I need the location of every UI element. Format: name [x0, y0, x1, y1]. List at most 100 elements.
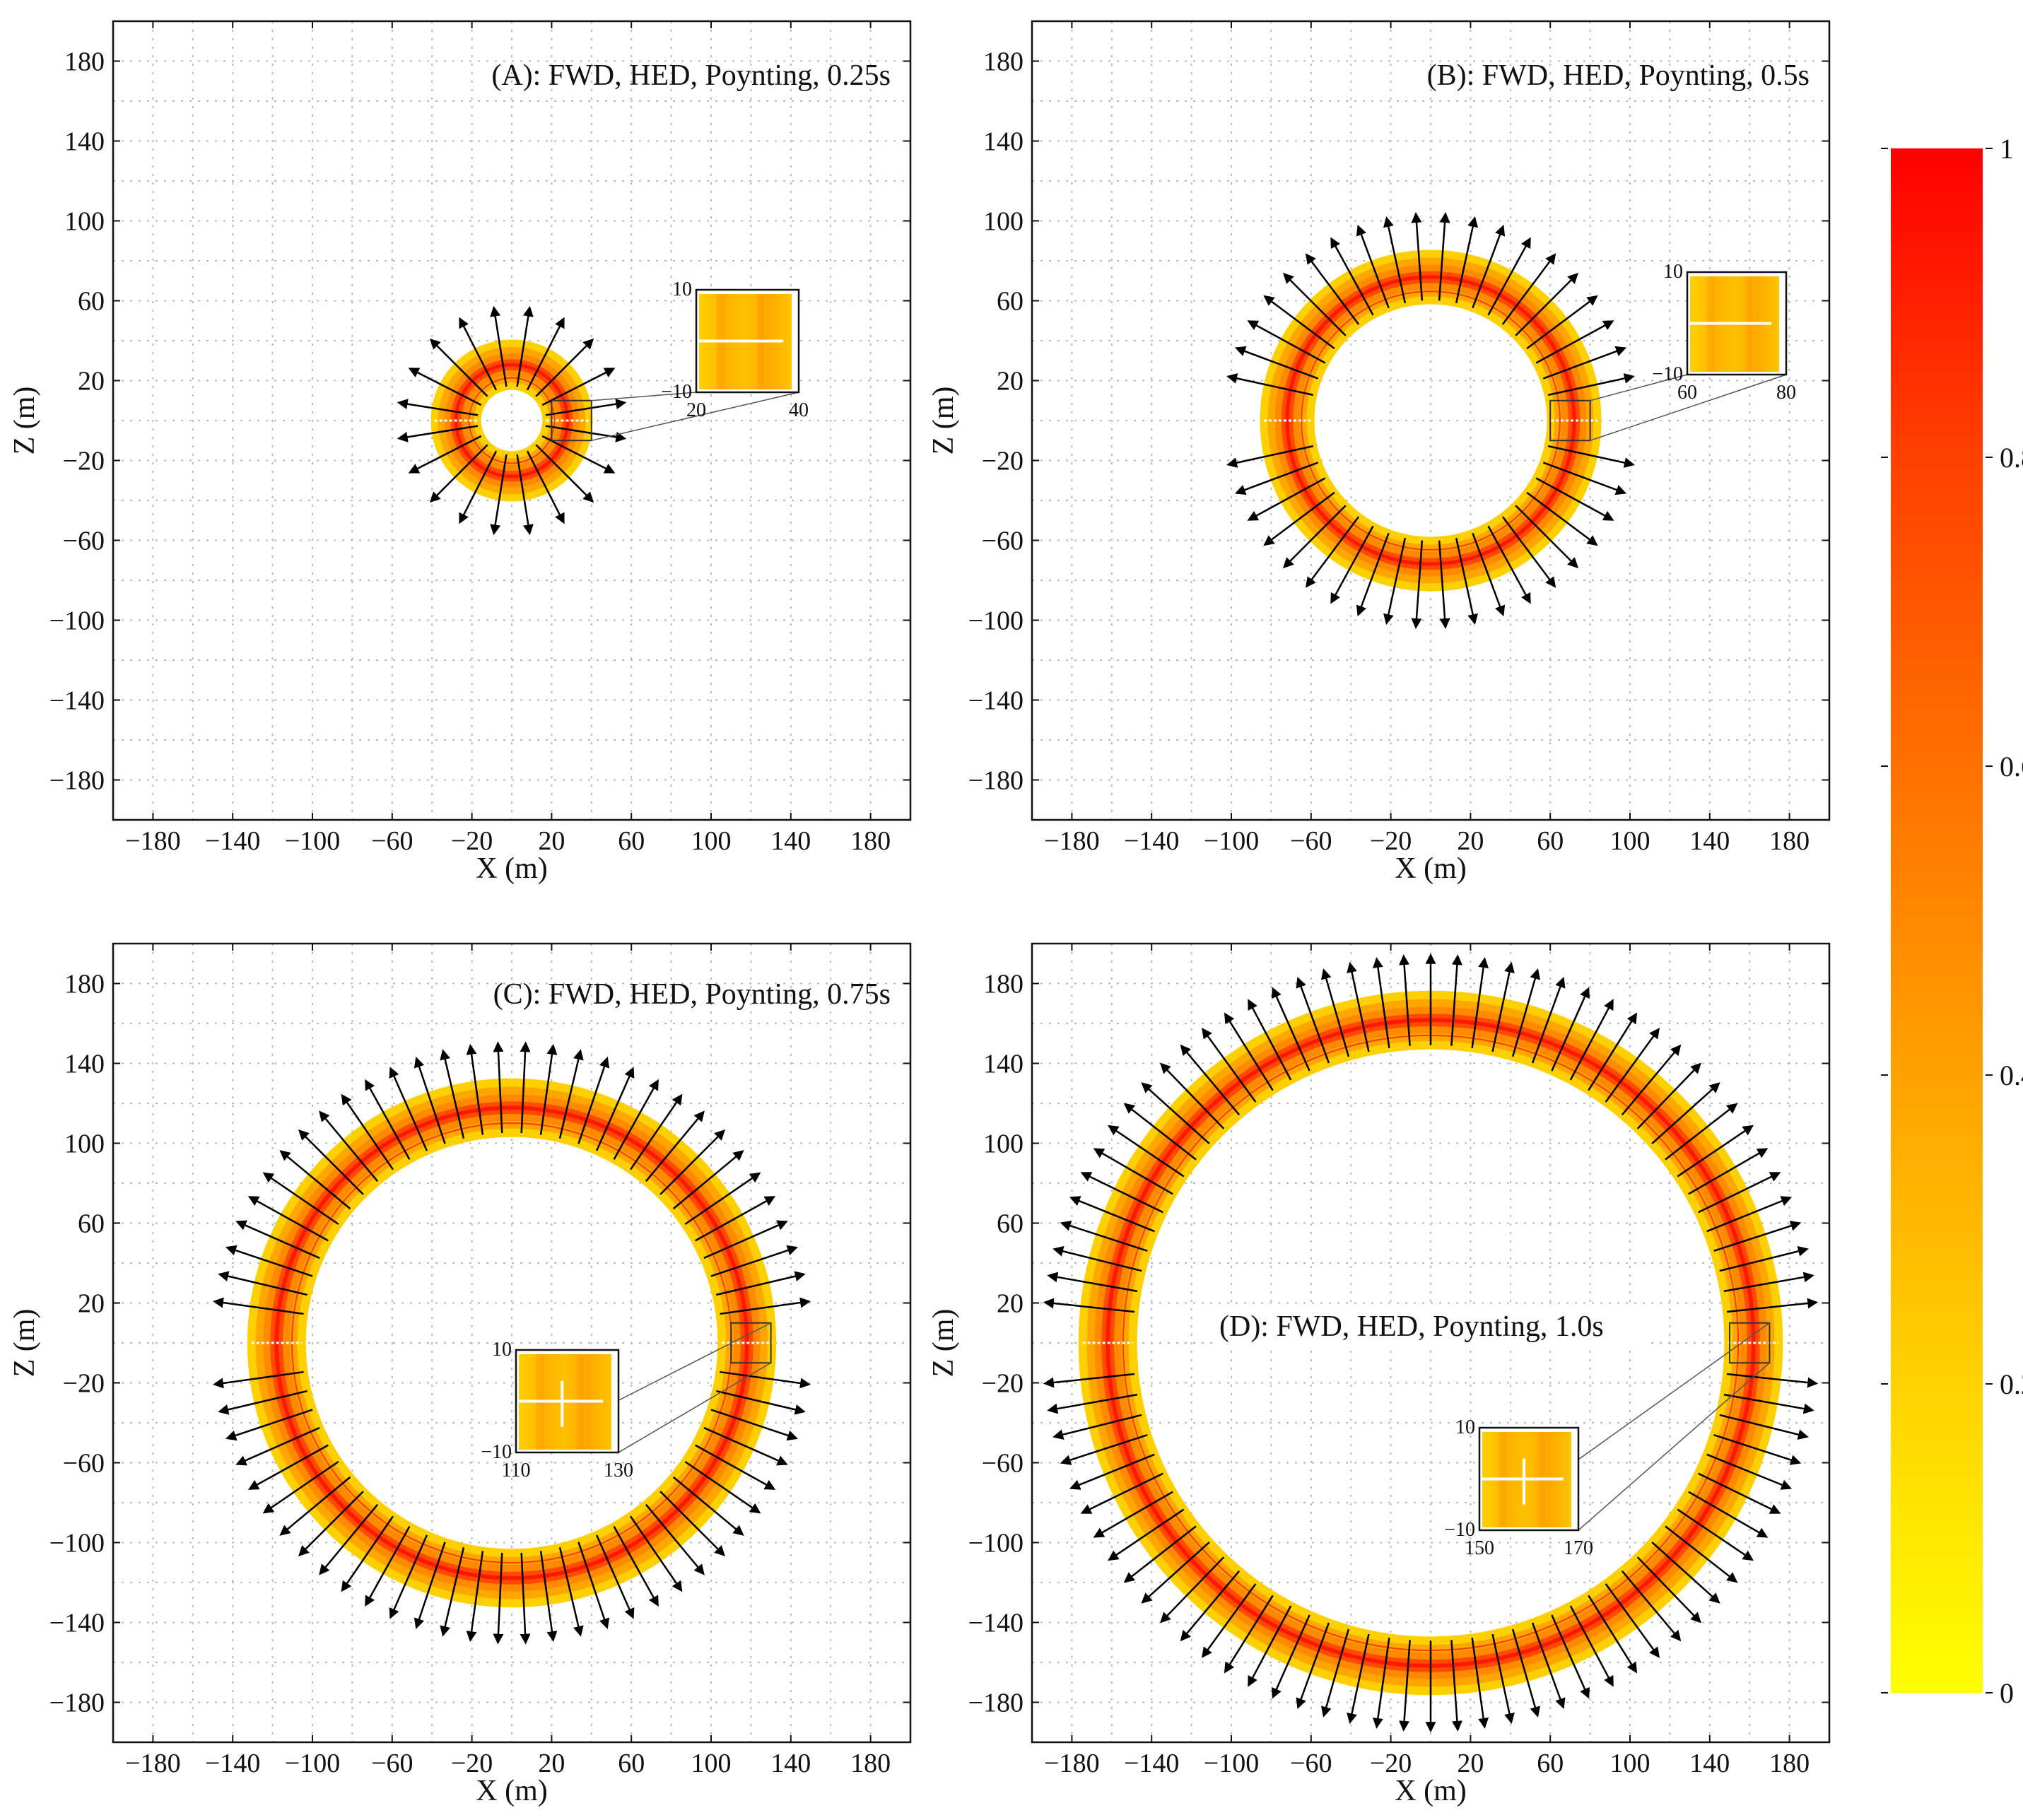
arrows-B [1226, 212, 1635, 629]
poynting-arrow [1330, 525, 1374, 604]
poynting-arrow [710, 1409, 798, 1441]
poynting-arrow [279, 1150, 351, 1210]
x-tick-label: 180 [1769, 826, 1810, 856]
y-tick-label: −20 [63, 447, 105, 476]
poynting-arrow [1726, 1373, 1819, 1388]
poynting-arrow [1060, 1434, 1148, 1465]
poynting-arrow [319, 1110, 379, 1182]
poynting-arrow [1180, 1570, 1241, 1642]
x-axis-label: X (m) [1395, 1775, 1466, 1807]
poynting-arrow [1471, 1638, 1489, 1729]
poynting-arrow [1547, 445, 1635, 468]
inset-connector [591, 392, 697, 401]
poynting-arrow [1569, 999, 1614, 1081]
arrows-D [1043, 953, 1819, 1733]
poynting-arrow [493, 1041, 504, 1134]
poynting-arrow [1438, 212, 1450, 301]
poynting-arrow [1515, 272, 1579, 336]
x-tick-label: 180 [850, 1749, 891, 1778]
plot-frame-C [112, 942, 912, 1744]
poynting-arrow [1551, 1614, 1590, 1699]
poynting-arrow [1501, 516, 1556, 588]
poynting-arrow [429, 338, 488, 397]
poynting-arrow [1438, 540, 1450, 629]
poynting-arrow [414, 1057, 446, 1144]
y-tick-label: 60 [997, 1209, 1024, 1239]
poynting-arrow [1472, 532, 1506, 617]
poynting-arrow [1605, 1028, 1660, 1103]
poynting-arrow [1093, 1491, 1173, 1538]
poynting-arrow [298, 1129, 364, 1195]
poynting-arrow [247, 1444, 329, 1490]
x-tick-label: 60 [618, 826, 645, 856]
inset-tick-label: −10 [481, 1441, 512, 1463]
poynting-arrow [1069, 1196, 1155, 1233]
poynting-arrow [1263, 295, 1335, 350]
ticks-C: −180 −140 −100 −60 −20 20 60 100 140 180 180 140 100… [49, 944, 910, 1778]
inset-tick-label: 10 [1663, 261, 1683, 283]
poynting-arrow [1399, 954, 1411, 1046]
poynting-arrow [1282, 272, 1347, 336]
y-tick-label: 60 [997, 287, 1024, 317]
x-axis-label: X (m) [476, 852, 547, 885]
poynting-arrow [1141, 1082, 1210, 1145]
grid-B [1032, 21, 1829, 820]
panel-title-A: (A): FWD, HED, Poynting, 0.25s [491, 59, 891, 92]
panel-title-D: (D): FWD, HED, Poynting, 1.0s [1219, 1310, 1604, 1343]
colorbar-tick-label: 0 [2000, 1677, 2014, 1709]
poynting-arrow [1706, 1196, 1793, 1233]
poynting-arrow [516, 454, 534, 536]
poynting-arrow [1399, 1640, 1411, 1732]
y-tick-label: 20 [78, 367, 105, 397]
poynting-arrow [684, 1460, 761, 1514]
y-tick-label: 100 [983, 1129, 1024, 1159]
poynting-arrow [1487, 237, 1531, 316]
inset-tick-label: 170 [1564, 1537, 1593, 1559]
x-tick-label: −100 [285, 826, 340, 856]
inset-tick-label: 40 [789, 399, 809, 421]
poynting-arrow [1069, 1453, 1155, 1490]
poynting-arrow [516, 305, 534, 387]
poynting-arrow [1535, 320, 1614, 364]
inset-connector [618, 1362, 771, 1453]
poynting-arrow [1202, 1583, 1257, 1658]
poynting-arrow [1234, 346, 1319, 380]
poynting-arrow [1052, 1414, 1142, 1440]
poynting-arrow [541, 368, 616, 406]
poynting-arrow [1224, 1595, 1274, 1674]
inset-connector [591, 392, 799, 441]
x-tick-label: −140 [205, 826, 260, 856]
poynting-arrow [1320, 968, 1350, 1057]
colorbar-tick-label: 0.2 [2000, 1368, 2023, 1400]
poynting-arrow [645, 1503, 705, 1575]
zoom-box-A [551, 399, 592, 442]
poynting-arrow [389, 1067, 428, 1151]
inset-tick-label: 10 [492, 1339, 512, 1361]
poynting-arrow [1330, 237, 1374, 316]
x-tick-label: −180 [1044, 826, 1099, 856]
poynting-arrow [262, 1460, 339, 1514]
poynting-arrow [397, 425, 479, 442]
poynting-arrow [459, 317, 498, 391]
poynting-arrow [1383, 216, 1407, 304]
poynting-arrow [466, 1551, 484, 1643]
plot-frame-D [1031, 942, 1831, 1744]
x-tick-label: −20 [451, 1749, 493, 1778]
inset-tick-label: 20 [686, 399, 706, 421]
poynting-arrow [235, 1220, 320, 1260]
poynting-arrow [535, 444, 594, 503]
x-tick-label: −20 [1370, 1749, 1412, 1778]
x-axis-label: X (m) [476, 1775, 547, 1807]
poynting-arrow [1542, 346, 1627, 380]
x-tick-label: 140 [770, 826, 811, 856]
poynting-arrow [684, 1172, 761, 1226]
x-tick-label: −140 [205, 1749, 260, 1778]
x-tick-label: −100 [1204, 826, 1259, 856]
poynting-arrow [1296, 1622, 1330, 1709]
x-tick-label: 60 [1537, 1749, 1564, 1778]
poynting-arrow [1411, 540, 1424, 629]
x-tick-label: 100 [691, 1749, 732, 1778]
